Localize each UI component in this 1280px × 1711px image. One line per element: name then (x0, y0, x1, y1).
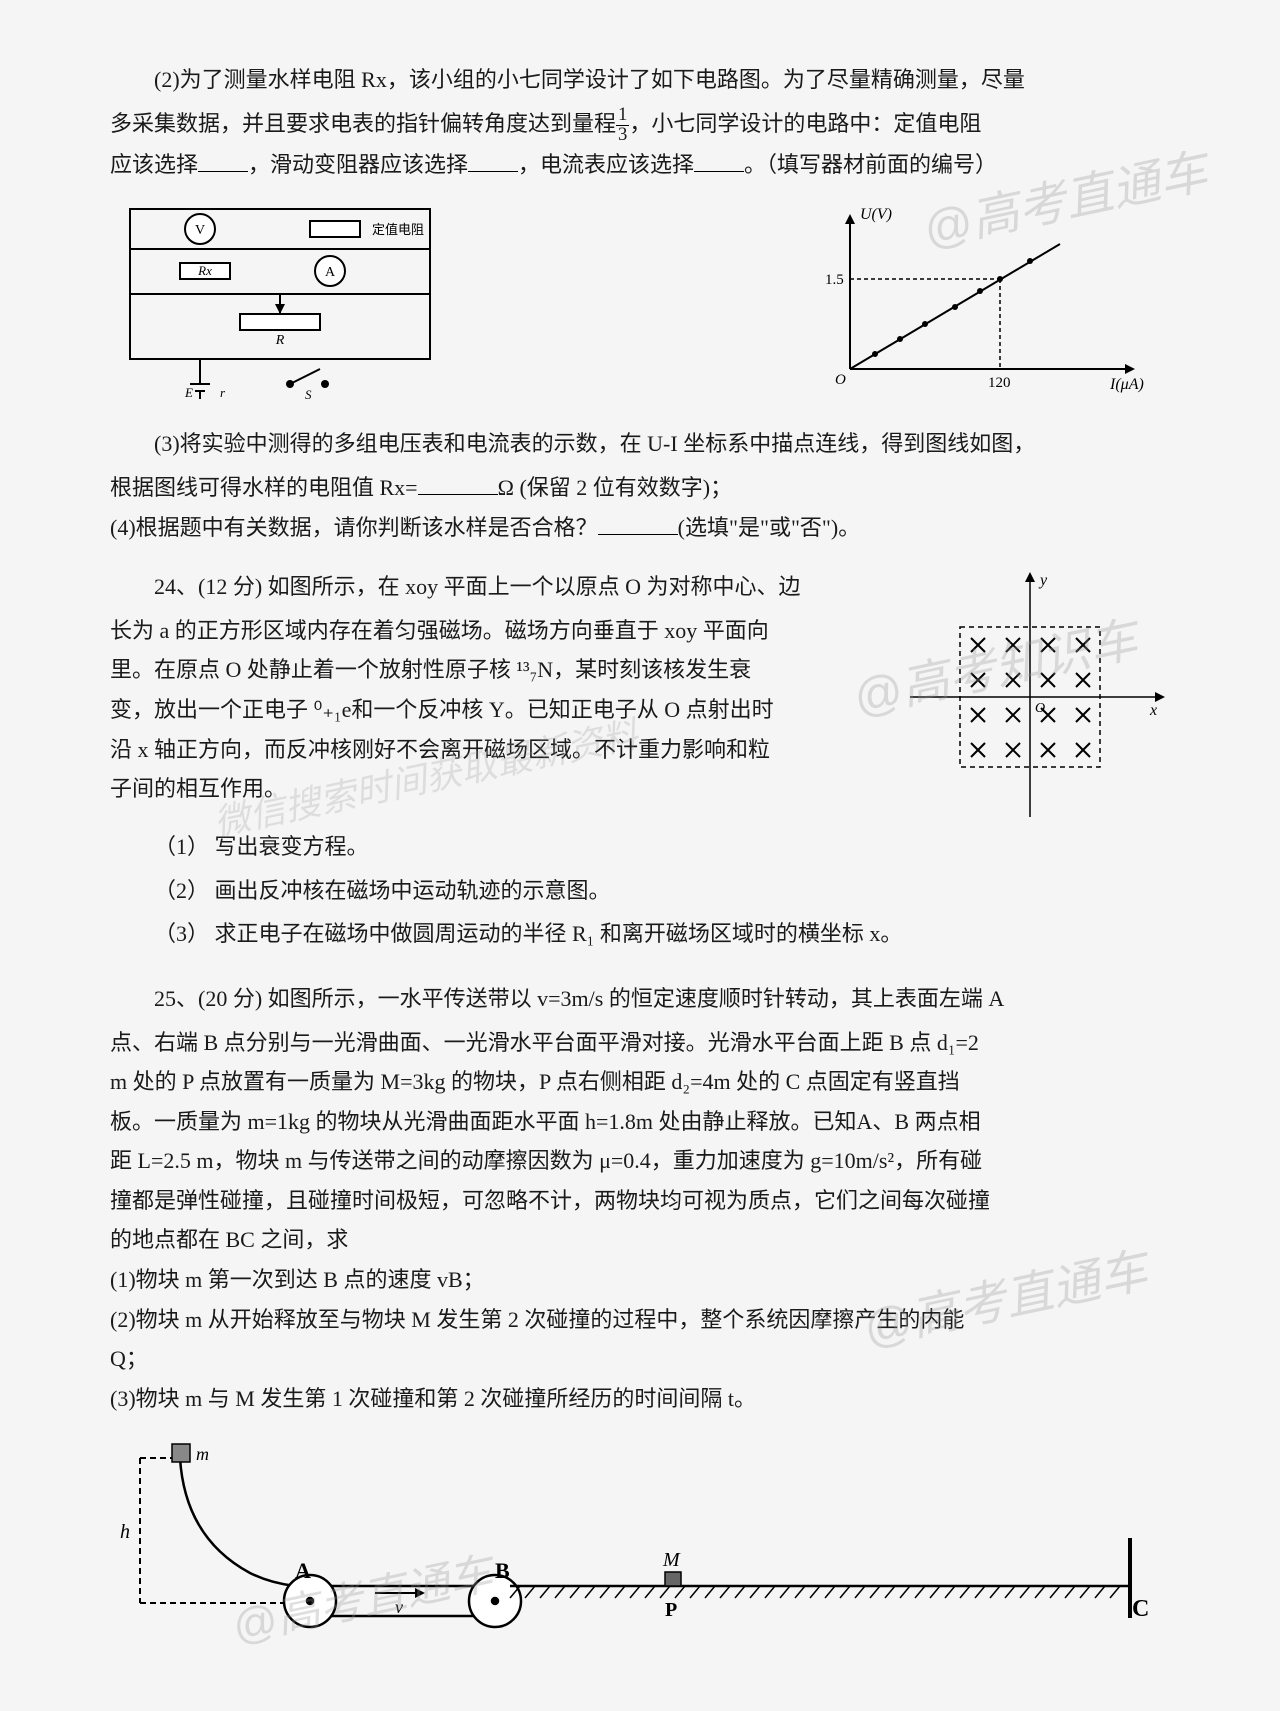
svg-text:定值电阻: 定值电阻 (372, 222, 424, 237)
q2-line2: 多采集数据，并且要求电表的指针偏转角度达到量程13，小七同学设计的电路中：定值电… (110, 104, 1170, 145)
svg-text:E: E (184, 385, 193, 399)
q24-section: 24、(12 分) 如图所示，在 xoy 平面上一个以原点 O 为对称中心、边 … (110, 567, 1170, 827)
svg-text:O: O (1035, 701, 1045, 716)
svg-text:m: m (196, 1444, 209, 1464)
q2-l3b: ，滑动变阻器应该选择 (248, 152, 468, 177)
svg-text:A: A (295, 1558, 311, 1583)
q24-text: 24、(12 分) 如图所示，在 xoy 平面上一个以原点 O 为对称中心、边 … (110, 567, 870, 827)
svg-text:1.5: 1.5 (825, 272, 844, 288)
q24-l4: 变，放出一个正电子 ⁰₊₁e和一个反冲核 Y。已知正电子从 O 点射出时 (110, 690, 870, 730)
blank-rx (418, 469, 498, 495)
q3-line1: (3)将实验中测得的多组电压表和电流表的示数，在 U-I 坐标系中描点连线，得到… (110, 424, 1170, 464)
q24-sub2: （2） 画出反冲核在磁场中运动轨迹的示意图。 (110, 871, 1170, 911)
blank-yn (598, 508, 678, 534)
svg-text:y: y (1038, 572, 1048, 589)
svg-text:U(V): U(V) (860, 206, 892, 223)
q25-s2: (2)物块 m 从开始释放至与物块 M 发生第 2 次碰撞的过程中，整个系统因摩… (110, 1300, 1170, 1340)
svg-text:M: M (662, 1549, 681, 1571)
blank-2 (468, 145, 518, 171)
q25-s2b: Q； (110, 1339, 1170, 1379)
q25-l5: 距 L=2.5 m，物块 m 与传送带之间的动摩擦因数为 μ=0.4，重力加速度… (110, 1141, 1170, 1181)
q2-line2a: 多采集数据，并且要求电表的指针偏转角度达到量程 (110, 111, 616, 136)
blank-1 (198, 145, 248, 171)
svg-text:v: v (395, 1597, 403, 1617)
q2-line3: 应该选择 ，滑动变阻器应该选择 ，电流表应该选择 。（填写器材前面的编号） (110, 145, 1170, 185)
q3-l2b: Ω (保留 2 位有效数字)； (498, 475, 733, 500)
q24-l1: 24、(12 分) 如图所示，在 xoy 平面上一个以原点 O 为对称中心、边 (110, 567, 870, 607)
q2-l3a: 应该选择 (110, 152, 198, 177)
svg-text:h: h (120, 1521, 130, 1543)
q2-line1: (2)为了测量水样电阻 Rx，该小组的小七同学设计了如下电路图。为了尽量精确测量… (110, 60, 1170, 100)
q3-l2a: 根据图线可得水样的电阻值 Rx= (110, 475, 418, 500)
q25-l4: 板。一质量为 m=1kg 的物块从光滑曲面距水平面 h=1.8m 处由静止释放。… (110, 1102, 1170, 1142)
q24-sub1: （1） 写出衰变方程。 (110, 827, 1170, 867)
q4-line: (4)根据题中有关数据，请你判断该水样是否合格？ (选填"是"或"否")。 (110, 508, 1170, 548)
q24-l2: 长为 a 的正方形区域内存在着匀强磁场。磁场方向垂直于 xoy 平面向 (110, 611, 870, 651)
ui-graph: U(V) I(μA) 1.5 120 O (790, 199, 1170, 399)
q25-section: 25、(20 分) 如图所示，一水平传送带以 v=3m/s 的恒定速度顺时针转动… (110, 979, 1170, 1651)
q25-l7: 的地点都在 BC 之间，求 (110, 1220, 1170, 1260)
q25-s3: (3)物块 m 与 M 发生第 1 次碰撞和第 2 次碰撞所经历的时间间隔 t。 (110, 1379, 1170, 1419)
svg-text:S: S (305, 387, 312, 399)
q24-l6: 子间的相互作用。 (110, 769, 870, 809)
page-content: (2)为了测量水样电阻 Rx，该小组的小七同学设计了如下电路图。为了尽量精确测量… (110, 60, 1170, 1651)
q24-l5: 沿 x 轴正方向，而反冲核刚好不会离开磁场区域。不计重力影响和粒 (110, 730, 870, 770)
q2-l3d: 。（填写器材前面的编号） (744, 152, 997, 177)
q4-b: (选填"是"或"否")。 (678, 515, 861, 540)
q2-l3c: ，电流表应该选择 (518, 152, 694, 177)
svg-text:120: 120 (988, 375, 1011, 391)
q24-diagram: x y O (890, 567, 1170, 827)
svg-text:A: A (325, 265, 336, 280)
svg-text:R: R (275, 333, 285, 348)
svg-text:C: C (1132, 1596, 1149, 1622)
svg-text:I(μA): I(μA) (1109, 376, 1144, 393)
blank-3 (694, 145, 744, 171)
svg-text:B: B (495, 1558, 510, 1583)
q2-line2b: ，小七同学设计的电路中：定值电阻 (629, 111, 981, 136)
q25-l2: 点、右端 B 点分别与一光滑曲面、一光滑水平台面平滑对接。光滑水平台面上距 B … (110, 1023, 1170, 1063)
diagrams-row-1: @高考直通车 (110, 199, 1170, 399)
frac-den: 3 (616, 126, 629, 145)
q4-a: (4)根据题中有关数据，请你判断该水样是否合格？ (110, 515, 598, 540)
q24-sub3: （3） 求正电子在磁场中做圆周运动的半径 R₁ 和离开磁场区域时的横坐标 x。 (110, 914, 1170, 954)
svg-text:r: r (220, 385, 226, 399)
svg-text:x: x (1149, 702, 1157, 719)
svg-text:V: V (195, 223, 205, 238)
q25-diagram: m h A B v M P C (110, 1438, 1170, 1638)
q25-l1: 25、(20 分) 如图所示，一水平传送带以 v=3m/s 的恒定速度顺时针转动… (110, 979, 1170, 1019)
q24-l3: 里。在原点 O 处静止着一个放射性原子核 ¹³₇N，某时刻该核发生衰 (110, 650, 870, 690)
q25-s1: (1)物块 m 第一次到达 B 点的速度 vB； (110, 1260, 1170, 1300)
svg-text:O: O (835, 372, 846, 388)
q3-line2: 根据图线可得水样的电阻值 Rx= Ω (保留 2 位有效数字)； (110, 468, 1170, 508)
q25-l3: m 处的 P 点放置有一质量为 M=3kg 的物块，P 点右侧相距 d₂=4m … (110, 1062, 1170, 1102)
q25-l6: 撞都是弹性碰撞，且碰撞时间极短，可忽略不计，两物块均可视为质点，它们之间每次碰撞 (110, 1181, 1170, 1221)
svg-text:P: P (665, 1599, 677, 1621)
circuit-diagram: V A Rx 定值电阻 R E r S (110, 199, 450, 399)
svg-text:Rx: Rx (197, 263, 212, 278)
